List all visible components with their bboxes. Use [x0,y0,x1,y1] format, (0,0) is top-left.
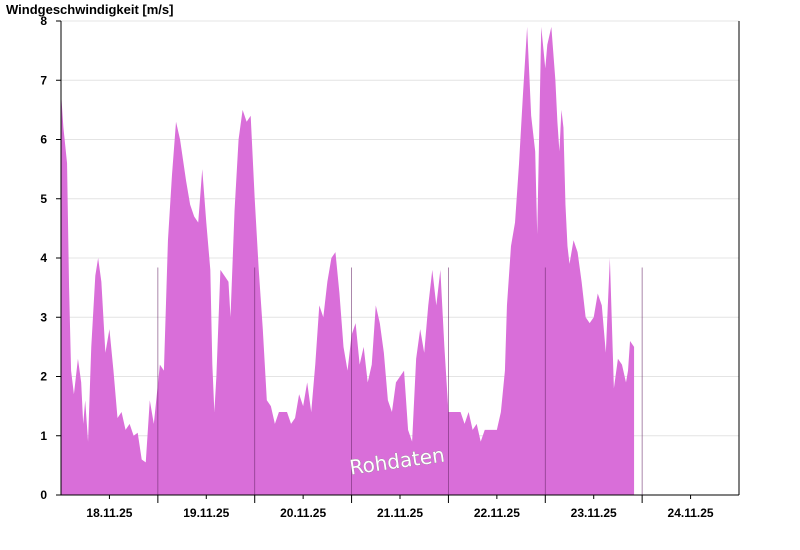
y-tick-label: 7 [40,73,47,87]
x-tick-label: 23.11.25 [571,506,617,520]
y-tick-label: 3 [40,310,47,324]
x-tick-label: 18.11.25 [86,506,132,520]
x-axis-ticks: 18.11.25 19.11.25 20.11.25 21.11.25 22.11.25… [86,495,714,520]
chart-title: Windgeschwindigkeit [m/s] [6,2,173,17]
y-tick-label: 2 [40,370,47,384]
x-tick-label: 24.11.25 [668,506,714,520]
y-tick-label: 4 [40,251,47,265]
x-tick-label: 22.11.25 [474,506,520,520]
y-tick-label: 5 [40,192,47,206]
y-axis-ticks: 0 1 2 3 4 5 6 7 8 [40,14,61,502]
y-tick-label: 6 [40,133,47,147]
x-tick-label: 20.11.25 [280,506,326,520]
y-tick-label: 1 [40,429,47,443]
wind-speed-series [61,26,635,495]
x-tick-label: 19.11.25 [183,506,229,520]
y-tick-label: 8 [40,14,47,28]
day-boundary-lines [157,267,643,495]
wind-speed-area [61,26,635,495]
y-tick-label: 0 [40,488,47,502]
x-tick-label: 21.11.25 [377,506,423,520]
